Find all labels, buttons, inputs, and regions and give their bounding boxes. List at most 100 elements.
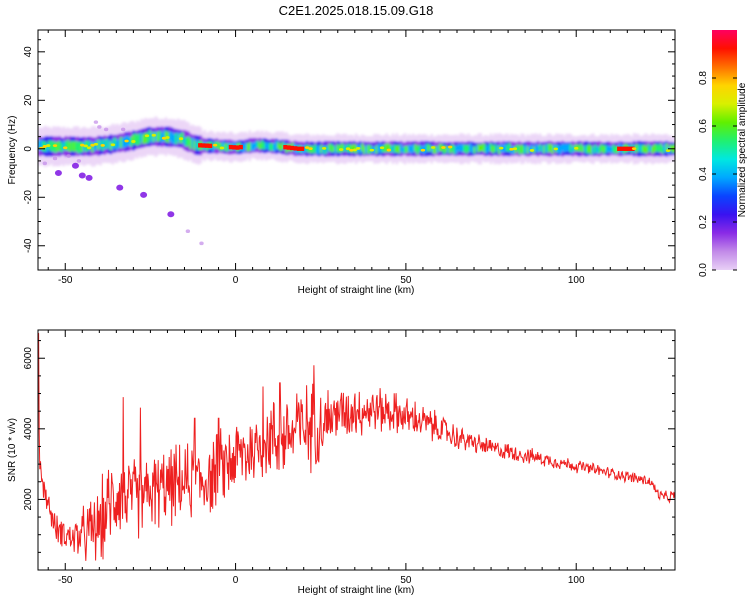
band-core — [612, 144, 615, 153]
band-speckle — [553, 147, 558, 151]
band-core — [223, 143, 227, 151]
band-speckle — [499, 146, 504, 150]
band-speckle — [161, 136, 167, 140]
band-core — [250, 142, 254, 151]
band-core — [256, 140, 260, 148]
band-core — [442, 145, 446, 154]
band-speckle — [441, 146, 446, 149]
figure-title: C2E1.2025.018.15.09.G18 — [279, 3, 434, 18]
scatter-point — [140, 191, 148, 198]
colorbar-tick-label: 0.0 — [698, 263, 709, 277]
band-core — [459, 144, 462, 152]
band-core — [604, 145, 607, 153]
band-core — [399, 143, 403, 152]
band-core — [512, 146, 515, 155]
band-core — [246, 143, 250, 152]
band-core — [40, 139, 43, 151]
band-core — [117, 139, 121, 148]
band-core — [428, 144, 432, 152]
band-core — [107, 139, 111, 149]
band-core — [365, 144, 368, 154]
band-core — [595, 145, 599, 154]
band-core — [115, 139, 119, 150]
band-core — [412, 144, 415, 153]
band-strong — [617, 146, 621, 151]
band-core — [395, 145, 399, 153]
band-core — [324, 146, 327, 154]
colorbar-ticks: 0.0 0.2 0.4 0.6 0.8 — [698, 71, 737, 277]
band-speckle — [110, 143, 116, 147]
band-core — [189, 139, 192, 150]
band-core — [311, 146, 315, 154]
snr-x-tick-label: 50 — [400, 575, 412, 586]
band-core — [273, 143, 276, 152]
band-speckle — [349, 148, 354, 152]
band-core — [600, 144, 603, 152]
band-core — [397, 144, 401, 154]
band-core — [432, 146, 436, 154]
band-core — [567, 143, 571, 152]
band-core — [585, 145, 589, 154]
band-core — [68, 142, 72, 152]
band-core — [103, 139, 107, 150]
band-core — [489, 143, 493, 152]
band-core — [146, 133, 149, 144]
band-speckle — [447, 145, 453, 149]
band-strong — [198, 143, 203, 148]
band-strong — [201, 143, 206, 148]
band-core — [195, 139, 199, 150]
band-speckle — [512, 147, 518, 151]
band-core — [436, 146, 440, 153]
band-core — [389, 145, 393, 153]
band-core — [636, 144, 640, 152]
colorbar-tick-label: 0.6 — [698, 119, 709, 133]
band-core — [583, 145, 587, 153]
band-core — [467, 145, 470, 152]
band-core — [281, 141, 284, 150]
band-core — [655, 144, 658, 152]
band-core — [340, 143, 344, 153]
band-core — [80, 142, 84, 153]
band-core — [542, 145, 546, 154]
band-core — [78, 141, 82, 153]
spectrogram-x-axis-label: Height of straight line (km) — [298, 285, 415, 296]
band-core — [54, 142, 57, 153]
band-core — [303, 144, 307, 153]
band-core — [248, 142, 252, 151]
band-core — [587, 144, 591, 153]
band-core — [452, 145, 456, 155]
scatter-point — [93, 120, 99, 124]
band-core — [60, 143, 64, 153]
band-core — [56, 141, 60, 152]
band-core — [279, 144, 282, 151]
band-core — [593, 144, 597, 153]
scatter-point — [66, 154, 71, 158]
band-speckle — [631, 147, 637, 151]
colorbar-label: Normalized spectral amplitude — [737, 82, 748, 217]
band-core — [367, 145, 370, 154]
band-core — [602, 145, 605, 154]
band-core — [191, 137, 194, 148]
band-core — [70, 140, 74, 151]
band-core — [158, 130, 162, 141]
band-core — [450, 144, 454, 152]
band-speckle — [338, 148, 344, 151]
band-core — [438, 144, 442, 152]
scatter-point — [199, 241, 204, 246]
band-core — [608, 145, 611, 153]
band-speckle — [321, 147, 327, 150]
band-core — [142, 134, 145, 144]
band-core — [244, 142, 248, 150]
band-core — [487, 144, 491, 152]
band-speckle — [379, 146, 385, 150]
colorbar-tick-label: 0.4 — [698, 167, 709, 181]
spectrogram-x-tick-label: -50 — [58, 275, 73, 286]
band-core — [526, 146, 530, 154]
band-core — [416, 146, 419, 155]
band-core — [614, 146, 618, 154]
band-core — [651, 146, 654, 154]
scatter-point — [76, 159, 82, 163]
band-core — [148, 130, 152, 142]
band-strong — [627, 146, 632, 151]
band-core — [665, 143, 669, 152]
